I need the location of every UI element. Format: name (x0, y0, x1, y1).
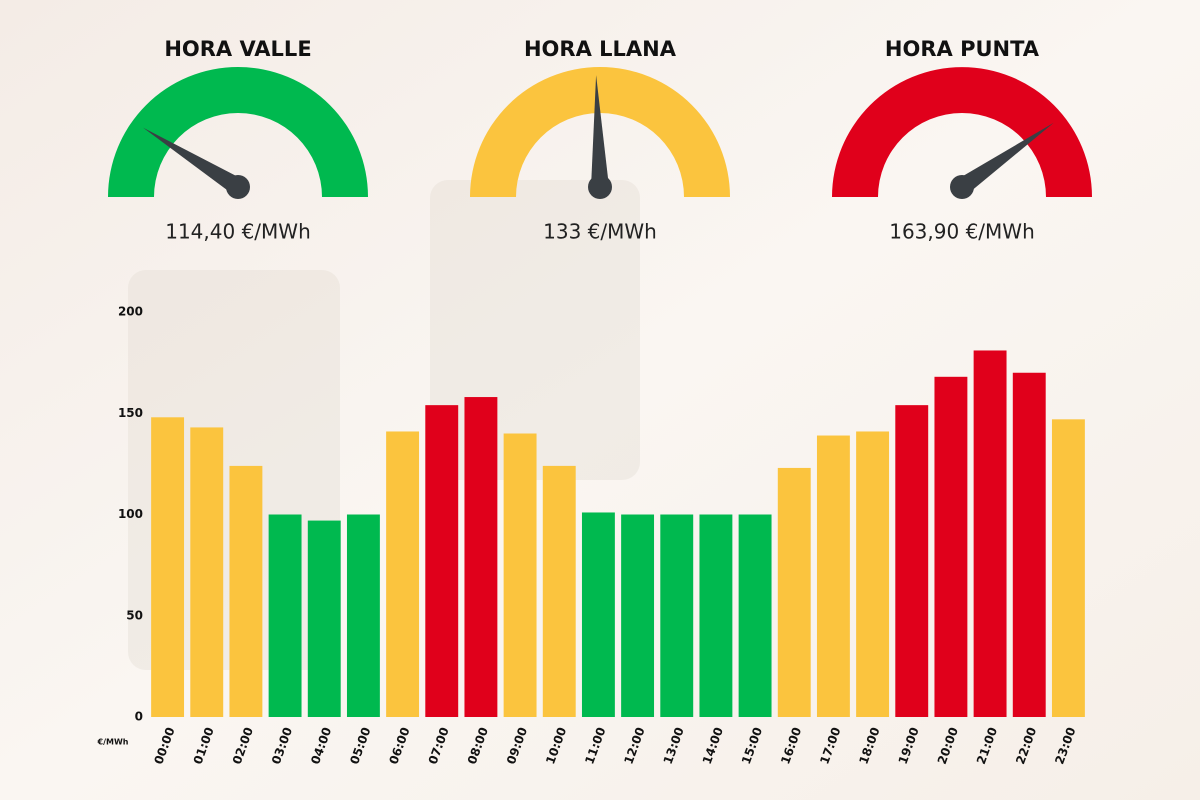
gauge-needle (956, 122, 1054, 195)
bar (151, 417, 185, 717)
bar (346, 514, 380, 717)
bar (425, 405, 459, 717)
y-tick-label: 0 (135, 710, 143, 724)
bar (895, 405, 929, 717)
gauge-needle (143, 127, 243, 195)
bar (777, 467, 811, 717)
bar (229, 465, 263, 717)
bar (973, 350, 1007, 717)
gauge-needle (591, 75, 609, 188)
gauge-value: 163,90 €/MWh (889, 220, 1035, 244)
gauge-value: 133 €/MWh (543, 220, 657, 244)
gauge-title: HORA PUNTA (885, 37, 1040, 61)
y-tick-label: 100 (118, 507, 143, 521)
bar (386, 431, 420, 717)
y-tick-label: 50 (126, 608, 143, 622)
gauge-arc (470, 67, 730, 197)
gauge-arc (108, 67, 368, 197)
gauge-hub (226, 175, 250, 199)
bar (816, 435, 850, 717)
bar (621, 514, 655, 717)
bar (856, 431, 890, 717)
y-tick-label: 200 (118, 305, 143, 319)
bar (503, 433, 537, 717)
gauge-hub (950, 175, 974, 199)
y-axis-label: €/MWh (97, 738, 129, 747)
bar (1012, 372, 1046, 717)
bar (464, 397, 498, 717)
bar (190, 427, 224, 717)
y-tick-label: 150 (118, 406, 143, 420)
bar (268, 514, 302, 717)
bar (738, 514, 772, 717)
gauge-value: 114,40 €/MWh (165, 220, 311, 244)
gauge-arc (832, 67, 1092, 197)
bar (1051, 419, 1085, 717)
bar (581, 512, 615, 717)
bar (934, 376, 968, 717)
gauge-hub (588, 175, 612, 199)
gauge-title: HORA VALLE (164, 37, 311, 61)
bar (542, 465, 576, 717)
bar (307, 520, 341, 717)
gauge-title: HORA LLANA (524, 37, 677, 61)
bar (660, 514, 694, 717)
bar (699, 514, 733, 717)
